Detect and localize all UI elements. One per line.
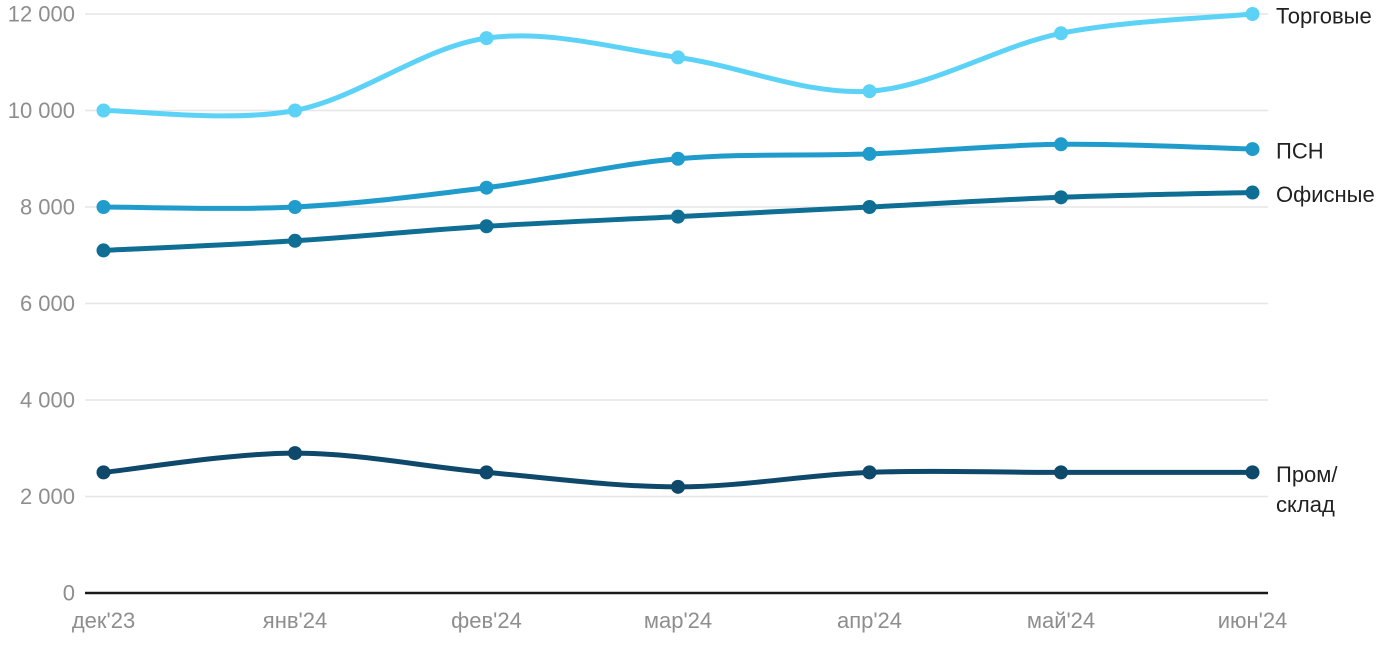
series-label-2: Офисные — [1276, 182, 1375, 207]
data-point-2 — [96, 243, 111, 258]
data-point-3 — [96, 465, 111, 480]
data-point-1 — [1054, 137, 1068, 152]
series-label-line: Пром/ — [1276, 462, 1338, 487]
data-point-2 — [671, 209, 685, 224]
data-point-3 — [479, 465, 494, 480]
data-point-1 — [96, 200, 111, 214]
x-tick-label: дек'23 — [72, 608, 135, 633]
data-point-0 — [479, 31, 494, 46]
x-tick-label: фев'24 — [451, 608, 522, 633]
series-label-line: ПСН — [1276, 139, 1324, 164]
data-point-2 — [1054, 190, 1068, 205]
data-point-1 — [671, 151, 685, 166]
x-tick-label: апр'24 — [837, 608, 902, 633]
data-point-0 — [862, 84, 877, 99]
series-label-0: Торговые — [1276, 4, 1372, 29]
data-point-2 — [288, 233, 302, 248]
data-point-0 — [1054, 26, 1068, 41]
y-tick-label: 10 000 — [8, 98, 75, 123]
data-point-1 — [1245, 142, 1260, 157]
y-tick-label: 6 000 — [20, 291, 75, 316]
series-label-1: ПСН — [1276, 139, 1324, 164]
data-point-1 — [288, 200, 302, 214]
x-tick-label: июн'24 — [1218, 608, 1288, 633]
series-label-line: Торговые — [1276, 4, 1372, 29]
series-label-line: Офисные — [1276, 182, 1375, 207]
data-point-3 — [288, 446, 302, 461]
data-point-1 — [862, 146, 877, 161]
y-tick-label: 12 000 — [8, 2, 75, 27]
data-point-2 — [1245, 185, 1260, 200]
data-point-3 — [862, 465, 877, 480]
x-tick-label: мар'24 — [644, 608, 712, 633]
data-point-3 — [671, 479, 685, 494]
series-line-0 — [101, 11, 1255, 119]
data-point-0 — [288, 103, 302, 118]
data-point-3 — [1245, 465, 1260, 480]
data-point-3 — [1054, 465, 1068, 480]
y-tick-label: 8 000 — [20, 195, 75, 220]
data-point-0 — [96, 103, 111, 118]
data-point-0 — [671, 50, 685, 65]
y-tick-label: 4 000 — [20, 388, 75, 413]
series-label-3: Пром/склад — [1276, 462, 1338, 517]
data-point-2 — [862, 200, 877, 214]
data-point-0 — [1245, 7, 1260, 21]
y-tick-label: 0 — [63, 581, 75, 606]
series-label-line: склад — [1276, 492, 1335, 517]
data-point-2 — [479, 219, 494, 234]
x-tick-label: янв'24 — [263, 608, 327, 633]
y-tick-label: 2 000 — [20, 484, 75, 509]
data-point-1 — [479, 180, 494, 195]
x-tick-label: май'24 — [1027, 608, 1095, 633]
